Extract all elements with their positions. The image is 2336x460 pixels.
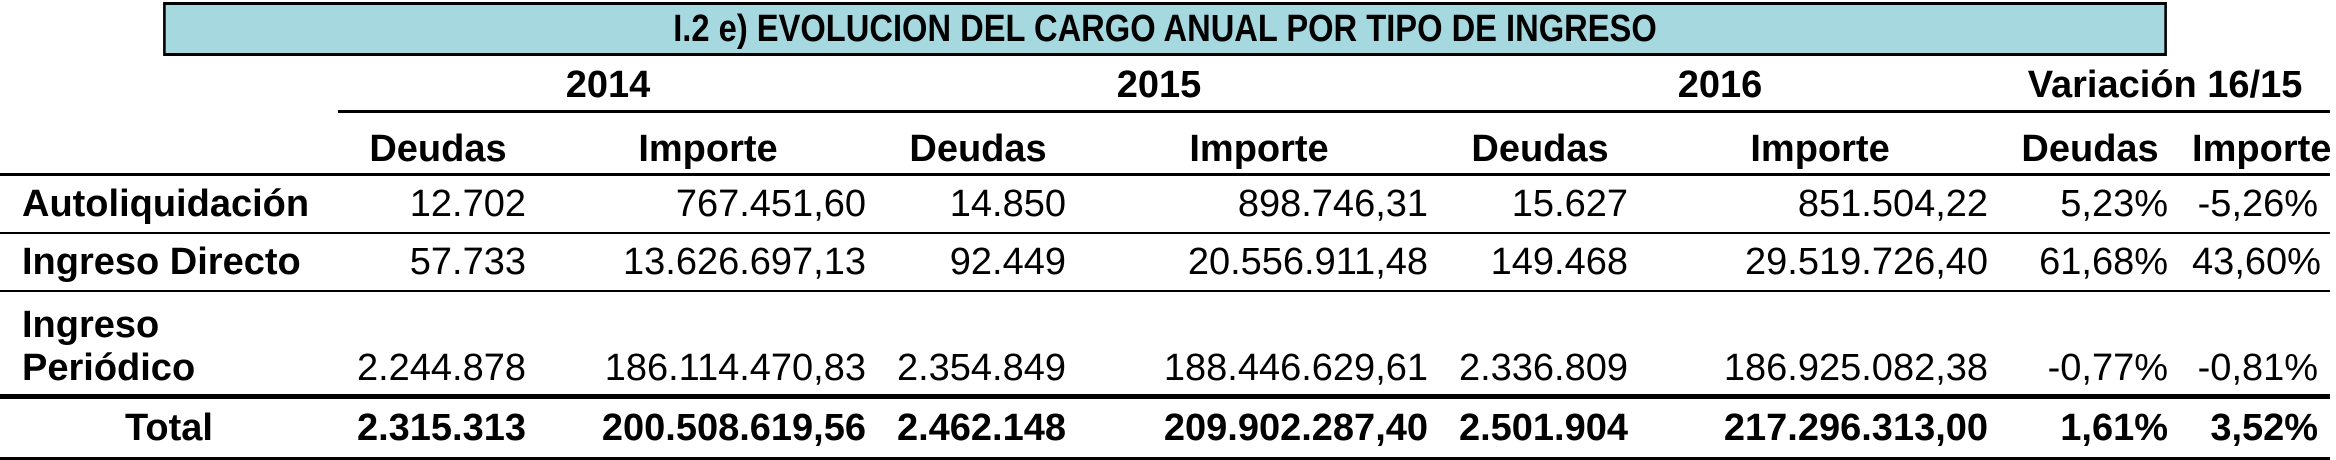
cell-value: -5,26%: [2180, 173, 2331, 233]
row-label-line1: Ingreso: [22, 304, 160, 346]
cell-value: 20.556.911,48: [1078, 232, 1441, 291]
total-value: 200.508.619,56: [538, 394, 879, 460]
table-row: Autoliquidación 12.702 767.451,60 14.850…: [0, 173, 2331, 233]
subheader-row: Deudas Importe Deudas Importe Deudas Imp…: [0, 112, 2330, 175]
total-label: Total: [0, 394, 338, 460]
total-value: 217.296.313,00: [1640, 394, 2001, 460]
cell-value: 61,68%: [2000, 232, 2181, 291]
subheader-deudas: Deudas: [2021, 128, 2159, 170]
cell-value: -0,77%: [2000, 290, 2181, 397]
subheader-importe: Importe: [1189, 128, 1329, 170]
table-row: Ingreso Directo 57.733 13.626.697,13 92.…: [0, 232, 2331, 291]
cell-value: 898.746,31: [1078, 173, 1441, 233]
subheader-deudas: Deudas: [909, 128, 1047, 170]
cell-value: 14.850: [878, 173, 1079, 233]
row-label: Ingreso Periódico: [0, 290, 338, 397]
total-value: 3,52%: [2180, 394, 2331, 460]
cell-value: 57.733: [338, 232, 538, 291]
cell-value: 2.336.809: [1440, 290, 1641, 397]
year-2015: 2015: [878, 60, 1441, 113]
total-value: 2.462.148: [878, 394, 1079, 460]
year-header-row: 2014 2015 2016 Variación 16/15: [0, 60, 2331, 113]
subheader-blank: [0, 112, 338, 175]
variation-header: Variación 16/15: [2000, 60, 2331, 113]
cell-value: 13.626.697,13: [538, 232, 879, 291]
subheader-deudas: Deudas: [369, 128, 507, 170]
cell-value: 851.504,22: [1640, 173, 2001, 233]
year-2016: 2016: [1440, 60, 2001, 113]
subheader-importe: Importe: [638, 128, 778, 170]
year-2014: 2014: [338, 60, 879, 113]
cell-value: 188.446.629,61: [1078, 290, 1441, 397]
cell-value: 12.702: [338, 173, 538, 233]
cell-value: 2.354.849: [878, 290, 1079, 397]
cell-value: 5,23%: [2000, 173, 2181, 233]
cell-value: 2.244.878: [338, 290, 538, 397]
row-label: Autoliquidación: [0, 173, 338, 233]
total-value: 2.315.313: [338, 394, 538, 460]
cell-value: 92.449: [878, 232, 1079, 291]
cell-value: -0,81%: [2180, 290, 2331, 397]
subheader-deudas: Deudas: [1471, 128, 1609, 170]
cell-value: 29.519.726,40: [1640, 232, 2001, 291]
subheader-importe: Importe: [1750, 128, 1890, 170]
row-label-line2: Periódico: [22, 347, 196, 389]
total-value: 2.501.904: [1440, 394, 1641, 460]
table-title: I.2 e) EVOLUCION DEL CARGO ANUAL POR TIP…: [163, 2, 2167, 56]
table-row: Ingreso Periódico 2.244.878 186.114.470,8…: [0, 290, 2331, 397]
cell-value: 186.114.470,83: [538, 290, 879, 397]
cargo-anual-table: 2014 2015 2016 Variación 16/15 Deudas Im…: [0, 60, 2331, 460]
total-row: Total 2.315.313 200.508.619,56 2.462.148…: [0, 394, 2331, 460]
cell-value: 149.468: [1440, 232, 1641, 291]
corner-cell: [0, 60, 338, 112]
cell-value: 767.451,60: [538, 173, 879, 233]
cell-value: 186.925.082,38: [1640, 290, 2001, 397]
cell-value: 15.627: [1440, 173, 1641, 233]
row-label: Ingreso Directo: [0, 232, 338, 291]
total-value: 209.902.287,40: [1078, 394, 1441, 460]
cell-value: 43,60%: [2180, 232, 2331, 291]
total-value: 1,61%: [2000, 394, 2181, 460]
subheader-importe: Importe: [2192, 128, 2331, 170]
